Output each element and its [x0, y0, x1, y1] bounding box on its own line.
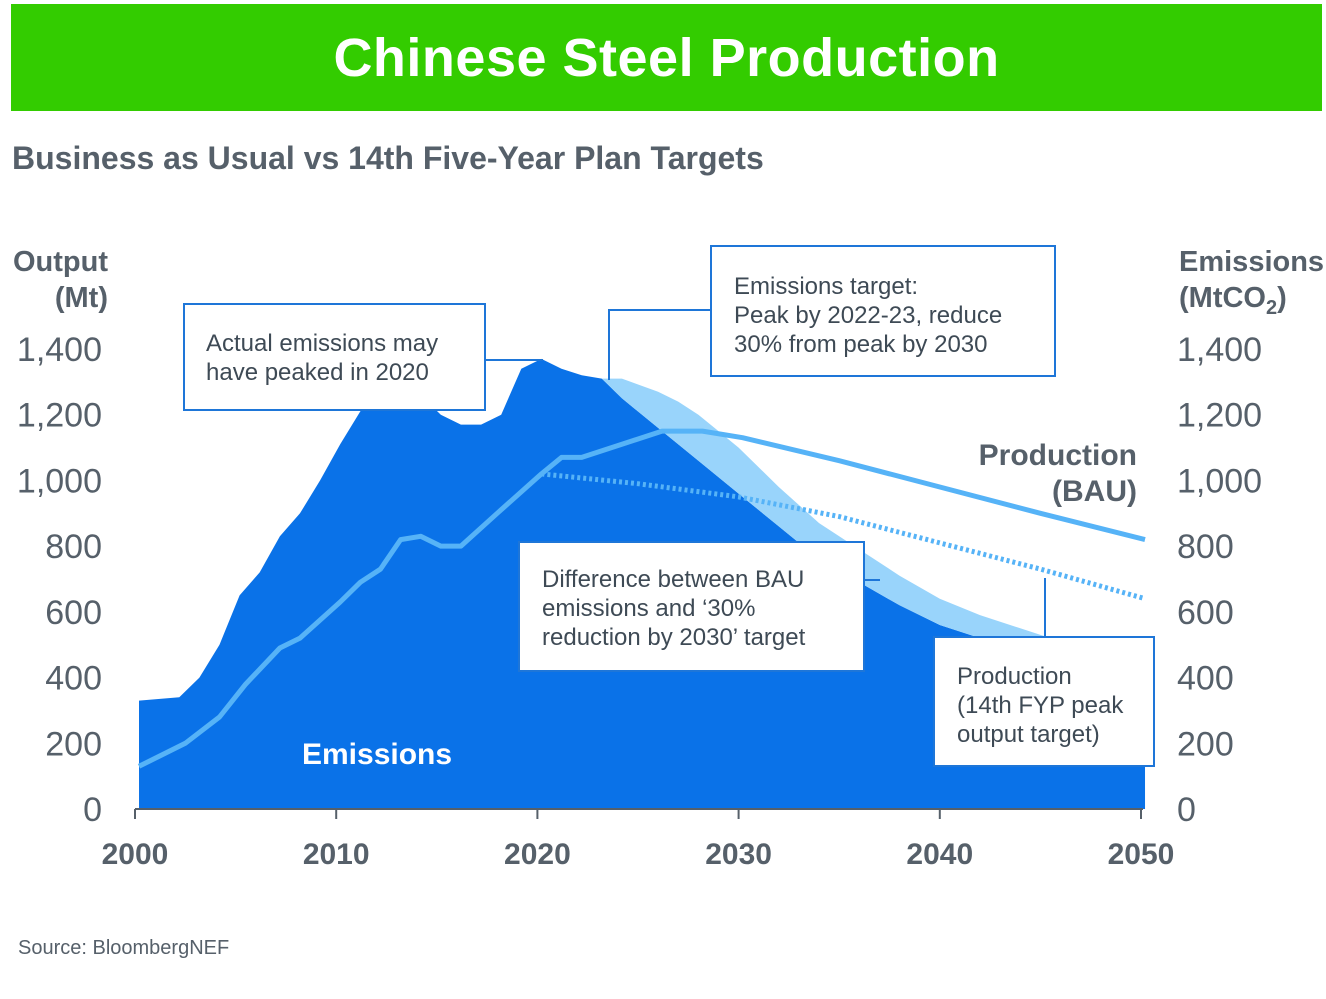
right-y-tick-label: 0 [1177, 791, 1196, 829]
left-y-tick-label: 1,200 [17, 397, 102, 435]
annotation-emissions-target-box [710, 245, 1056, 377]
annotation-difference: Difference between BAU emissions and ‘30… [518, 541, 865, 672]
production-fyp-dotted-line [541, 471, 1146, 602]
annotation-difference-box [518, 541, 865, 672]
emissions-series-label: Emissions [302, 738, 452, 771]
right-axis-unit-subscript: 2 [1266, 297, 1277, 319]
annotation-difference-line-1: Difference between BAU [542, 566, 804, 593]
annotation-actual-peak-line-2: have peaked in 2020 [206, 359, 429, 386]
annotation-actual-peak: Actual emissions may have peaked in 2020 [183, 303, 486, 411]
left-axis-title-line-2: (Mt) [55, 282, 108, 314]
annotation-actual-peak-box [183, 303, 486, 411]
annotation-fyp-production-box [933, 636, 1155, 767]
left-y-tick-label: 800 [45, 528, 102, 566]
annotation-emissions-target: Emissions target: Peak by 2022-23, reduc… [710, 245, 1056, 377]
annotation-emissions-target-line-3: 30% from peak by 2030 [734, 331, 988, 358]
right-y-tick-label: 1,000 [1177, 462, 1262, 500]
annotation-fyp-production-line-1: Production [957, 663, 1072, 690]
left-y-tick-label: 200 [45, 725, 102, 763]
right-y-tick-label: 1,200 [1177, 397, 1262, 435]
x-tick-label: 2000 [102, 838, 169, 871]
left-y-tick-label: 1,000 [17, 462, 102, 500]
left-axis-ticks: 0 200 400 600 800 1,000 1,200 1,400 [17, 331, 102, 829]
annotation-actual-peak-line-1: Actual emissions may [206, 330, 438, 357]
right-axis-unit-main: (MtCO [1179, 282, 1266, 314]
right-y-tick-label: 600 [1177, 594, 1234, 632]
left-y-tick-label: 1,400 [17, 331, 102, 369]
annotation-difference-line-2: emissions and ‘30% [542, 595, 755, 622]
left-axis-title: Output (Mt) [13, 246, 108, 314]
source-note: Source: BloombergNEF [18, 937, 230, 959]
right-axis-title-line-1: Emissions [1179, 246, 1324, 278]
left-axis-title-line-1: Output [13, 246, 108, 278]
x-tick-label: 2030 [705, 838, 772, 871]
right-axis-unit-close: ) [1277, 282, 1287, 314]
chart-title: Chinese Steel Production [333, 27, 1000, 88]
production-bau-line [137, 428, 1146, 769]
chart-subtitle: Business as Usual vs 14th Five-Year Plan… [12, 140, 764, 176]
emissions-target-connector [608, 309, 711, 380]
right-axis-title-line-2: (MtCO2) [1179, 282, 1287, 319]
right-y-tick-label: 1,400 [1177, 331, 1262, 369]
annotation-emissions-target-line-1: Emissions target: [734, 273, 918, 300]
right-y-tick-label: 200 [1177, 725, 1234, 763]
x-axis-ticks: 2000 2010 2020 2030 2040 2050 [102, 809, 1175, 871]
right-axis-title: Emissions (MtCO2) [1179, 246, 1324, 319]
annotation-fyp-production-line-3: output target) [957, 721, 1100, 748]
x-tick-label: 2010 [303, 838, 370, 871]
title-banner: Chinese Steel Production [11, 4, 1322, 111]
x-tick-label: 2050 [1108, 838, 1175, 871]
left-y-tick-label: 0 [83, 791, 102, 829]
x-tick-label: 2040 [906, 838, 973, 871]
right-axis-ticks: 0 200 400 600 800 1,000 1,200 1,400 [1177, 331, 1262, 829]
bau-series-label: Production (BAU) [979, 439, 1137, 508]
left-y-tick-label: 400 [45, 660, 102, 698]
right-y-tick-label: 800 [1177, 528, 1234, 566]
x-tick-label: 2020 [504, 838, 571, 871]
annotation-difference-line-3: reduction by 2030’ target [542, 624, 806, 651]
left-y-tick-label: 600 [45, 594, 102, 632]
right-y-tick-label: 400 [1177, 660, 1234, 698]
annotation-fyp-production: Production (14th FYP peak output target) [933, 636, 1155, 767]
difference-band [601, 378, 1061, 662]
annotation-emissions-target-line-2: Peak by 2022-23, reduce [734, 302, 1002, 329]
bau-series-label-line-2: (BAU) [1052, 475, 1137, 508]
annotation-fyp-production-line-2: (14th FYP peak [957, 692, 1124, 719]
bau-series-label-line-1: Production [979, 439, 1137, 472]
